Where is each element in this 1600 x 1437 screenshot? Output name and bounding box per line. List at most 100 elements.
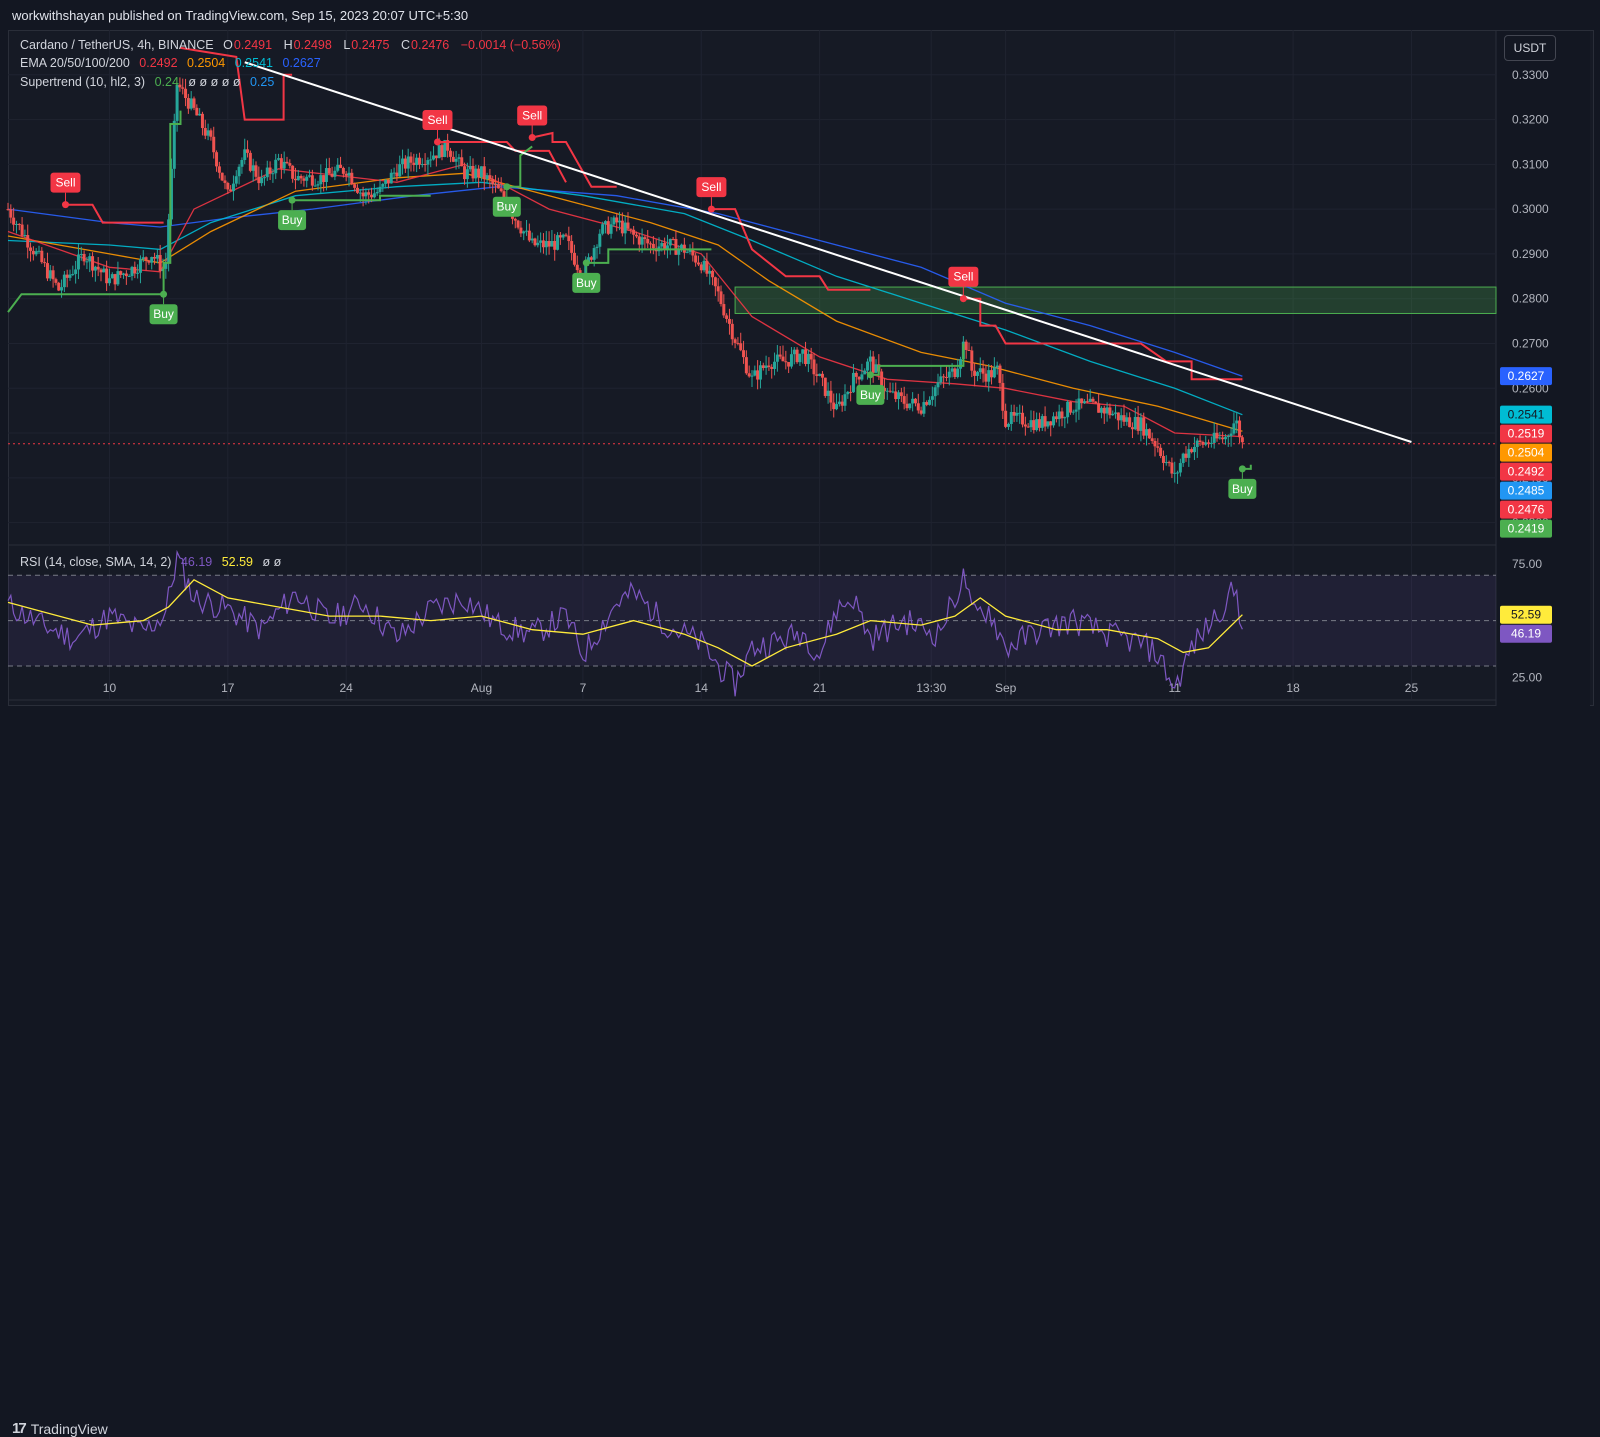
candle-body: [186, 98, 190, 109]
ema-legend-name[interactable]: EMA 20/50/100/200: [20, 56, 130, 70]
candle-body: [375, 192, 379, 194]
candle-body: [248, 152, 252, 171]
buy-signal[interactable]: Buy: [1228, 465, 1257, 499]
candle-body: [99, 269, 103, 273]
candle-body: [324, 168, 328, 183]
candle-body: [85, 261, 89, 263]
candle-body: [812, 359, 816, 375]
candle-body: [781, 356, 785, 362]
candle-body: [1173, 472, 1177, 474]
candle-body: [446, 140, 450, 151]
sell-signal[interactable]: Sell: [50, 172, 81, 209]
candle-body: [860, 374, 864, 380]
candle-body: [742, 350, 746, 358]
buy-signal-box: [856, 384, 885, 405]
candle-body: [640, 237, 644, 245]
candle-body: [96, 266, 100, 270]
currency-button[interactable]: USDT: [1504, 35, 1556, 61]
candle-body: [206, 130, 210, 136]
symbol-name[interactable]: Cardano / TetherUS, 4h, BINANCE: [20, 38, 214, 52]
candle-body: [127, 276, 131, 278]
candle-body: [913, 398, 917, 404]
candle-body: [79, 254, 83, 256]
candle-body: [429, 159, 433, 161]
candle-body: [713, 277, 717, 287]
buy-signal-box: [492, 196, 521, 217]
candle-body: [992, 367, 996, 378]
buy-signal[interactable]: Buy: [278, 196, 307, 231]
high-value: 0.2498: [293, 38, 332, 52]
ema20-value: 0.2492: [139, 56, 178, 70]
candle-body: [589, 257, 593, 260]
supertrend-legend: Supertrend (10, hl2, 3) 0.24 ø ø ø ø ø 0…: [20, 75, 280, 89]
candle-body: [198, 113, 202, 116]
candle-body: [1226, 435, 1230, 438]
time-tick-label: 13:30: [916, 681, 946, 695]
supertrend-up-line: [586, 248, 712, 264]
candles: [6, 77, 1244, 484]
candle-body: [465, 169, 469, 180]
candle-body: [970, 350, 974, 371]
candle-body: [378, 186, 382, 193]
chart-frame[interactable]: [8, 30, 1594, 706]
buy-signal[interactable]: Buy: [856, 371, 885, 405]
time-tick-label: 14: [695, 681, 709, 695]
candle-body: [516, 220, 520, 228]
candle-body: [102, 268, 106, 273]
sell-signal[interactable]: Sell: [948, 266, 979, 303]
candle-body: [1057, 411, 1061, 420]
buy-signal-label: Buy: [576, 276, 597, 290]
candle-body: [499, 188, 503, 192]
supertrend-legend-name[interactable]: Supertrend (10, hl2, 3): [20, 75, 146, 89]
price-tick-label: 0.3100: [1512, 157, 1549, 171]
candle-body: [536, 242, 540, 246]
rsi-legend-name[interactable]: RSI (14, close, SMA, 14, 2): [20, 555, 172, 569]
candle-body: [184, 88, 188, 99]
candle-body: [1094, 401, 1098, 404]
rsi-badge: [1500, 605, 1552, 624]
candle-body: [1091, 398, 1095, 402]
buy-signal[interactable]: Buy: [572, 259, 601, 293]
candle-body: [736, 342, 740, 344]
candle-body: [57, 282, 61, 291]
candle-body: [460, 157, 464, 167]
candle-body: [685, 251, 689, 253]
candle-body: [62, 274, 66, 288]
time-tick-label: Aug: [471, 681, 492, 695]
candle-body: [795, 349, 799, 363]
candle-body: [990, 370, 994, 378]
supertrend-up-line: [7, 110, 182, 313]
candle-body: [1122, 415, 1126, 422]
sell-signal-label: Sell: [522, 108, 542, 122]
open-value: 0.2491: [233, 38, 273, 52]
candle-body: [316, 184, 320, 186]
buy-signal[interactable]: Buy: [492, 183, 521, 217]
candle-body: [1077, 398, 1081, 410]
candle-body: [851, 372, 855, 393]
candle-body: [527, 230, 531, 241]
high-label: H: [283, 38, 293, 52]
candle-body: [626, 222, 630, 229]
buy-signal[interactable]: Buy: [149, 290, 178, 325]
chart-canvas[interactable]: 0.3300 0.3200 0.3100 0.3000 0.2900 0.2800 0.27…: [0, 0, 1600, 756]
sell-signal[interactable]: Sell: [422, 109, 453, 146]
candle-body: [392, 172, 396, 174]
candle-body: [336, 164, 340, 171]
sell-signal[interactable]: Sell: [696, 177, 727, 213]
supertrend-down-line: [531, 131, 617, 188]
candle-body: [1218, 437, 1222, 439]
candle-body: [671, 238, 675, 240]
candle-body: [592, 248, 596, 260]
candle-body: [203, 128, 207, 136]
candle-body: [133, 266, 137, 274]
candle-body: [564, 234, 568, 236]
candle-body: [1023, 424, 1027, 427]
candle-body: [1018, 412, 1022, 414]
footer-bar: 17 TradingView: [0, 706, 1600, 1437]
candle-body: [496, 184, 500, 189]
tradingview-logo[interactable]: 17 TradingView: [12, 1420, 108, 1437]
candle-body: [544, 241, 548, 248]
candle-body: [282, 161, 286, 169]
price-badge-label: 0.2492: [1508, 465, 1545, 479]
sell-signal[interactable]: Sell: [517, 105, 548, 141]
